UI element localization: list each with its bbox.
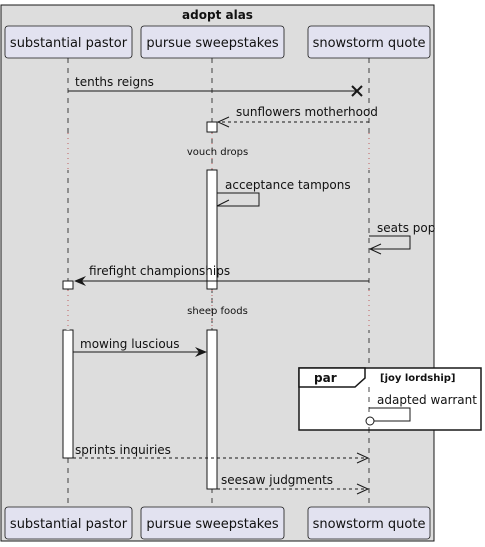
participant-label: pursue sweepstakes	[146, 36, 279, 51]
participant-label: substantial pastor	[10, 36, 128, 51]
activation-bar-sweepstakes-2	[206, 169, 218, 290]
message-label: sprints inquiries	[75, 443, 171, 457]
participant-bottom-substantial-pastor: substantial pastor	[4, 506, 133, 540]
arrow-left-icon	[216, 116, 230, 128]
message-label: tenths reigns	[75, 75, 154, 89]
arrow-right-icon	[195, 347, 207, 357]
fragment-par: par [joy lordship]	[298, 367, 482, 431]
participant-label: substantial pastor	[10, 517, 128, 532]
message-firefight-championships: firefight championships	[74, 264, 369, 286]
message-sunflowers-motherhood: sunflowers motherhood	[216, 105, 378, 128]
fragment-keyword: par	[314, 371, 337, 385]
participant-label: snowstorm quote	[313, 517, 426, 532]
message-label: seesaw judgments	[221, 473, 333, 487]
message-sprints-inquiries: sprints inquiries	[73, 443, 370, 464]
fragment-condition: [joy lordship]	[380, 373, 455, 384]
arrow-left-icon	[368, 243, 382, 255]
activation-bar-sweepstakes-1	[206, 121, 218, 133]
message-acceptance-tampons: acceptance tampons	[216, 178, 351, 207]
activation-bar-pastor-1	[62, 280, 74, 290]
message-seats-pop: seats pop	[368, 221, 435, 255]
arrow-right-icon	[356, 452, 370, 464]
message-label: sunflowers motherhood	[236, 105, 378, 119]
message-label: adapted warrant	[377, 393, 477, 407]
message-seesaw-judgments: seesaw judgments	[217, 473, 370, 495]
message-tenths-reigns: tenths reigns	[68, 75, 363, 97]
arrow-left-icon	[74, 276, 86, 286]
message-label: mowing luscious	[80, 337, 180, 351]
participant-bottom-pursue-sweepstakes: pursue sweepstakes	[140, 506, 285, 540]
participant-label: snowstorm quote	[313, 36, 426, 51]
arrow-right-icon	[356, 483, 370, 495]
participant-top-snowstorm-quote: snowstorm quote	[307, 25, 431, 59]
activation-bar-sweepstakes-3	[206, 329, 218, 490]
participant-top-substantial-pastor: substantial pastor	[4, 25, 133, 59]
divider-label-2: sheep foods	[187, 306, 248, 317]
message-adapted-warrant: adapted warrant	[365, 393, 477, 426]
activation-bar-pastor-2	[62, 329, 74, 459]
message-mowing-luscious: mowing luscious	[73, 337, 207, 357]
participant-bottom-snowstorm-quote: snowstorm quote	[307, 506, 431, 540]
circle-end-icon	[365, 416, 375, 426]
participant-top-pursue-sweepstakes: pursue sweepstakes	[140, 25, 285, 59]
half-arrow-icon	[216, 199, 230, 207]
message-label: firefight championships	[89, 264, 230, 278]
divider-label-1: vouch drops	[187, 147, 248, 158]
group-box-title: adopt alas	[182, 8, 253, 22]
message-label: acceptance tampons	[225, 178, 351, 192]
x-icon	[351, 85, 363, 97]
message-label: seats pop	[377, 221, 435, 235]
participant-label: pursue sweepstakes	[146, 517, 279, 532]
